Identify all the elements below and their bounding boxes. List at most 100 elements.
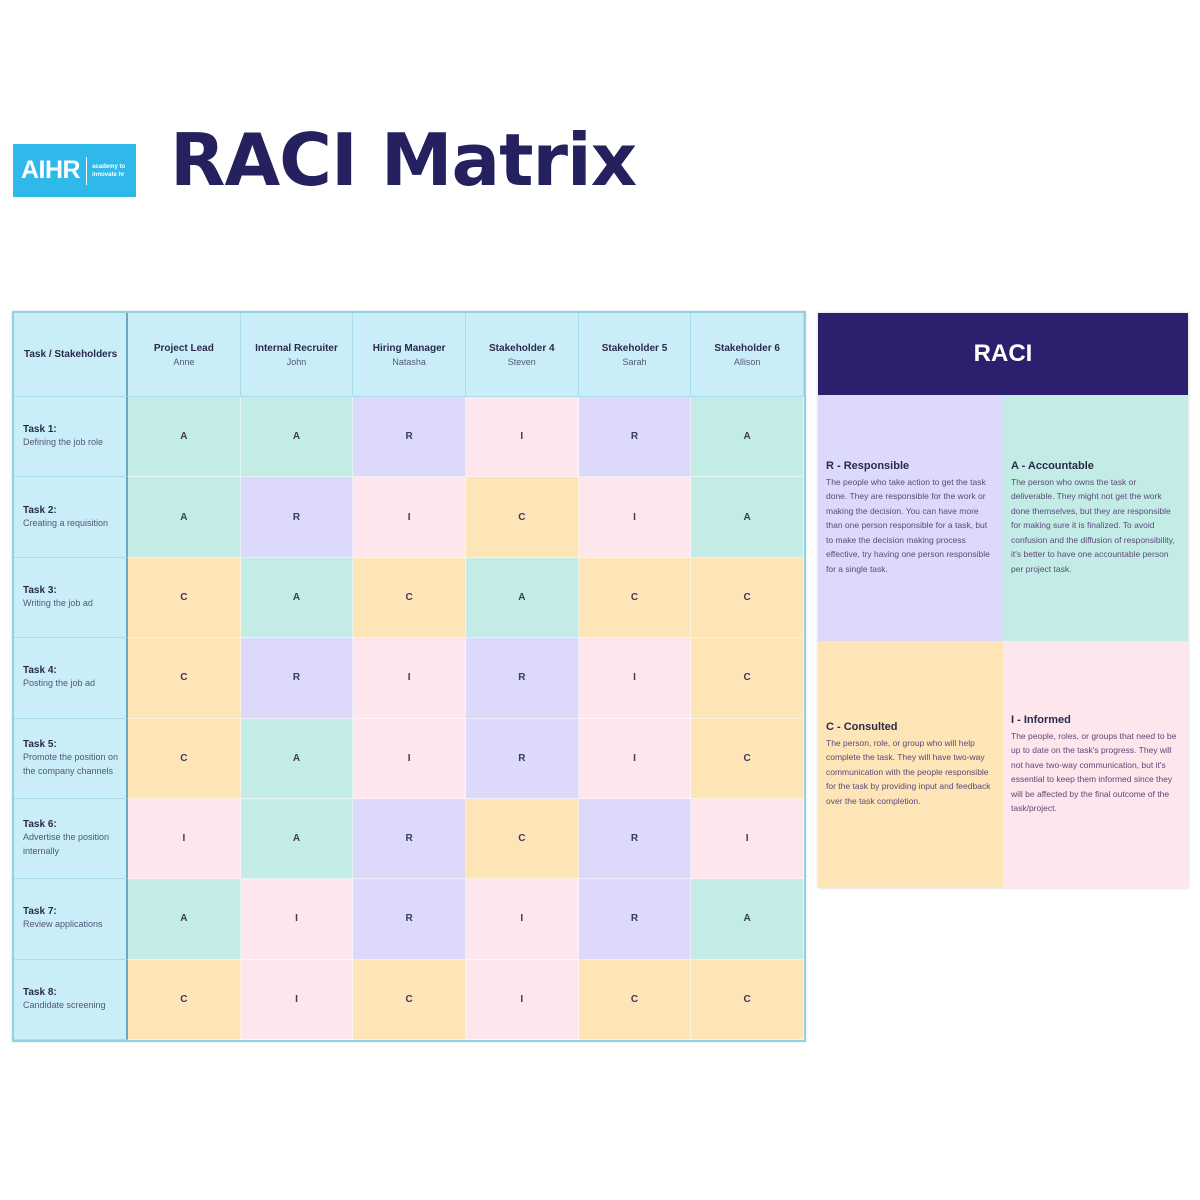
- legend-item-text: The people, roles, or groups that need t…: [1011, 730, 1177, 814]
- stakeholder-role: Stakeholder 6: [714, 342, 780, 354]
- raci-cell: I: [465, 879, 579, 960]
- raci-cell: A: [128, 879, 241, 960]
- raci-cell: R: [240, 638, 354, 719]
- stakeholder-role: Stakeholder 4: [489, 342, 555, 354]
- raci-cell: A: [240, 397, 354, 478]
- task-number: Task 8:: [23, 986, 57, 998]
- raci-cell: A: [128, 477, 241, 558]
- page-title: RACI Matrix: [170, 118, 637, 202]
- raci-cell: C: [128, 959, 241, 1040]
- raci-cell: I: [353, 718, 466, 799]
- legend-consulted: C - Consulted The person, role, or group…: [818, 641, 1003, 888]
- raci-cell: A: [465, 557, 579, 639]
- raci-cell: A: [128, 397, 241, 478]
- raci-cell: C: [353, 959, 466, 1040]
- raci-cell: I: [240, 879, 354, 960]
- raci-cell: C: [691, 638, 804, 719]
- raci-matrix-table: Task / Stakeholders Project Lead Anne Inte…: [12, 311, 806, 1042]
- legend-item-text: The person, role, or group who will help…: [826, 737, 991, 806]
- raci-cell: R: [465, 638, 579, 719]
- task-description: Promote the position on the company chan…: [23, 751, 119, 776]
- task-number: Task 4:: [23, 665, 57, 677]
- stakeholder-name: John: [286, 356, 307, 367]
- stakeholder-name: Sarah: [622, 356, 647, 367]
- legend-item-title: A - Accountable: [1011, 459, 1094, 472]
- raci-cell: I: [353, 477, 466, 558]
- corner-header: Task / Stakeholders: [14, 313, 128, 397]
- raci-cell: C: [691, 959, 804, 1040]
- stakeholder-header: Project Lead Anne: [128, 313, 241, 397]
- raci-cell: I: [578, 638, 692, 719]
- raci-cell: C: [353, 557, 466, 639]
- task-number: Task 7:: [23, 906, 57, 918]
- raci-cell: C: [465, 477, 579, 558]
- task-number: Task 1:: [23, 424, 57, 436]
- task-description: Review applications: [23, 919, 103, 930]
- legend-item-title: R - Responsible: [826, 459, 910, 472]
- legend-item-text: The people who take action to get the ta…: [826, 476, 990, 574]
- raci-cell: I: [691, 798, 804, 880]
- legend-title: RACI: [818, 313, 1188, 395]
- raci-cell: C: [128, 718, 241, 799]
- aihr-logo: AIHR academy to innovate hr: [13, 144, 136, 197]
- corner-label: Task / Stakeholders: [24, 349, 118, 360]
- raci-cell: A: [691, 397, 804, 478]
- task-label: Task 5: Promote the position on the compa…: [14, 718, 128, 799]
- stakeholder-name: Steven: [507, 356, 536, 367]
- stakeholder-header: Stakeholder 6 Allison: [691, 313, 804, 397]
- raci-cell: A: [240, 557, 354, 639]
- legend-accountable: A - Accountable The person who owns the …: [1003, 395, 1188, 641]
- raci-cell: A: [691, 879, 804, 960]
- logo-wordmark: AIHR: [21, 156, 81, 184]
- task-number: Task 3:: [23, 584, 57, 596]
- legend-informed: I - Informed The people, roles, or group…: [1003, 641, 1188, 888]
- stakeholder-header: Stakeholder 5 Sarah: [578, 313, 692, 397]
- stakeholder-header: Stakeholder 4 Steven: [465, 313, 579, 397]
- task-description: Defining the job role: [23, 437, 104, 448]
- raci-cell: R: [353, 798, 466, 880]
- task-number: Task 6:: [23, 819, 57, 831]
- task-description: Posting the job ad: [23, 678, 96, 689]
- raci-cell: A: [691, 477, 804, 558]
- task-label: Task 8: Candidate screening: [14, 959, 128, 1040]
- task-description: Writing the job ad: [23, 597, 93, 608]
- raci-cell: I: [128, 798, 241, 880]
- raci-cell: I: [578, 477, 692, 558]
- raci-cell: R: [465, 718, 579, 799]
- raci-cell: A: [240, 718, 354, 799]
- raci-cell: A: [240, 798, 354, 880]
- raci-cell: R: [578, 798, 692, 880]
- stakeholder-name: Allison: [733, 356, 761, 367]
- task-label: Task 1: Defining the job role: [14, 397, 128, 478]
- raci-cell: I: [578, 718, 692, 799]
- raci-cell: R: [240, 477, 354, 558]
- logo-tagline: academy to innovate hr: [92, 163, 126, 178]
- raci-cell: I: [353, 638, 466, 719]
- raci-cell: R: [578, 879, 692, 960]
- stakeholder-role: Project Lead: [153, 342, 214, 354]
- raci-cell: C: [128, 638, 241, 719]
- raci-cell: I: [240, 959, 354, 1040]
- task-label: Task 4: Posting the job ad: [14, 638, 128, 719]
- task-label: Task 6: Advertise the position internally: [14, 798, 128, 880]
- raci-cell: I: [465, 959, 579, 1040]
- stakeholder-name: Natasha: [392, 356, 426, 367]
- raci-cell: R: [353, 397, 466, 478]
- task-description: Creating a requisition: [23, 517, 109, 528]
- logo-divider: [86, 156, 88, 185]
- raci-cell: C: [128, 557, 241, 639]
- task-label: Task 7: Review applications: [14, 879, 128, 960]
- raci-cell: R: [353, 879, 466, 960]
- raci-cell: I: [465, 397, 579, 478]
- raci-cell: C: [465, 798, 579, 880]
- raci-cell: C: [578, 557, 692, 639]
- legend-item-text: The person who owns the task or delivera…: [1011, 476, 1175, 574]
- raci-cell: C: [578, 959, 692, 1040]
- raci-legend: RACI R - Responsible The people who take…: [818, 313, 1188, 888]
- task-label: Task 3: Writing the job ad: [14, 557, 128, 639]
- raci-cell: R: [578, 397, 692, 478]
- legend-item-title: I - Informed: [1011, 713, 1071, 726]
- task-number: Task 2:: [23, 504, 57, 516]
- task-number: Task 5:: [23, 738, 57, 750]
- raci-cell: C: [691, 718, 804, 799]
